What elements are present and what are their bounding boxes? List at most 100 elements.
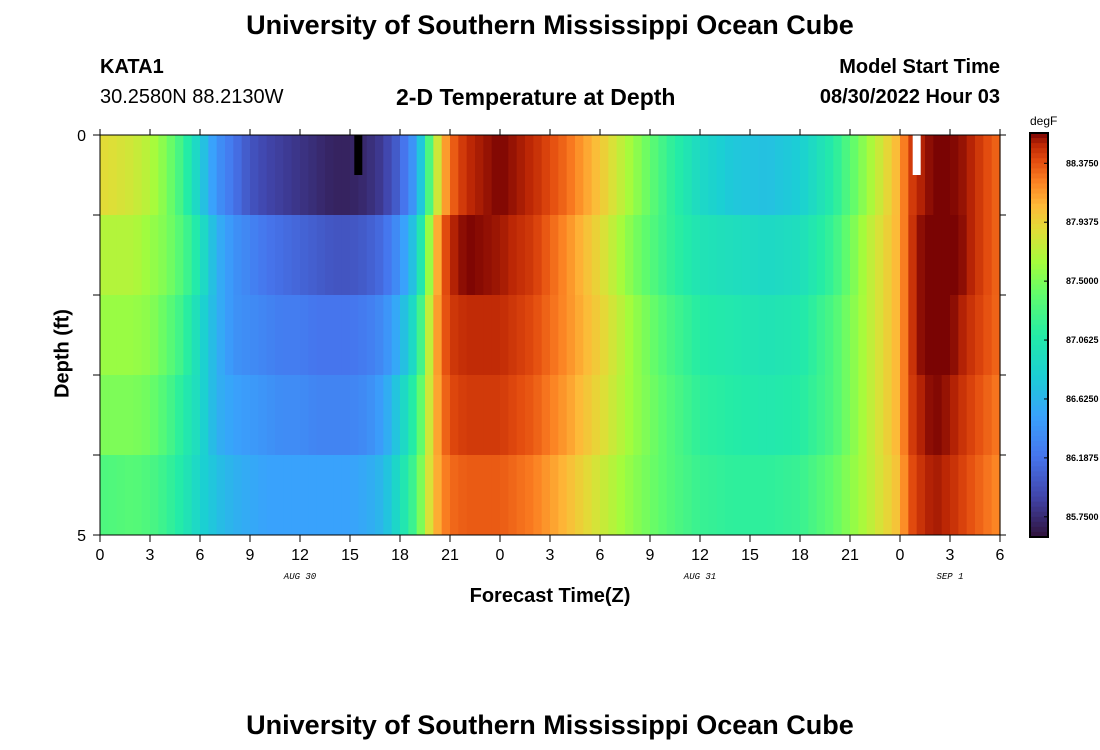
heatmap-cell bbox=[516, 295, 526, 376]
heatmap-cell bbox=[583, 375, 593, 456]
heatmap-cell bbox=[658, 295, 668, 376]
colorbar-segment bbox=[1030, 254, 1048, 260]
heatmap-cell bbox=[975, 295, 984, 376]
colorbar-tick-label: 88.3750 bbox=[1066, 158, 1099, 168]
heatmap-cell bbox=[258, 295, 268, 376]
heatmap-cell bbox=[241, 455, 251, 536]
heatmap-cell bbox=[116, 455, 126, 536]
heatmap-cell bbox=[408, 135, 418, 216]
heatmap-cell bbox=[600, 135, 609, 216]
heatmap-cell bbox=[250, 215, 259, 296]
colorbar-segment bbox=[1030, 436, 1048, 442]
heatmap-cell bbox=[108, 455, 118, 536]
heatmap-cell bbox=[366, 215, 376, 296]
heatmap-cell bbox=[541, 215, 551, 296]
heatmap-cell bbox=[191, 295, 201, 376]
heatmap-cell bbox=[441, 295, 451, 376]
heatmap-cell bbox=[333, 375, 343, 456]
heatmap-cell bbox=[575, 135, 584, 216]
heatmap-cell bbox=[358, 375, 368, 456]
heatmap-cell bbox=[808, 455, 818, 536]
colorbar-tick-label: 86.6250 bbox=[1066, 394, 1099, 404]
heatmap-cell bbox=[908, 375, 918, 456]
heatmap-cell bbox=[650, 295, 659, 376]
colorbar-segment bbox=[1030, 451, 1048, 457]
heatmap-cell bbox=[716, 135, 726, 216]
heatmap-cell bbox=[766, 455, 776, 536]
x-tick-label: 21 bbox=[441, 547, 459, 564]
heatmap-cell bbox=[675, 455, 684, 536]
heatmap-cell bbox=[325, 455, 334, 536]
heatmap-cell bbox=[533, 375, 543, 456]
heatmap-cell bbox=[608, 215, 618, 296]
heatmap-cell bbox=[758, 215, 768, 296]
heatmap-cell bbox=[416, 375, 426, 456]
heatmap-cell bbox=[558, 455, 568, 536]
heatmap-cell bbox=[825, 295, 834, 376]
colorbar-segment bbox=[1030, 269, 1048, 275]
heatmap-cell bbox=[208, 375, 218, 456]
heatmap-cell bbox=[858, 215, 868, 296]
heatmap-cell bbox=[241, 215, 251, 296]
colorbar-segment bbox=[1030, 486, 1048, 493]
heatmap-cell bbox=[391, 135, 401, 216]
heatmap-cell bbox=[108, 375, 118, 456]
heatmap-cell bbox=[316, 455, 326, 536]
heatmap-cell bbox=[891, 135, 901, 216]
heatmap-cell bbox=[941, 295, 951, 376]
x-tick-label: 6 bbox=[196, 547, 205, 564]
heatmap-cell bbox=[500, 135, 509, 216]
heatmap-cell bbox=[625, 375, 634, 456]
heatmap-cell bbox=[491, 215, 501, 296]
colorbar-segment bbox=[1030, 158, 1048, 164]
heatmap-cell bbox=[675, 215, 684, 296]
heatmap-cell bbox=[700, 375, 709, 456]
colorbar-segment bbox=[1030, 299, 1048, 306]
x-tick-label: 3 bbox=[146, 547, 155, 564]
heatmap-cell bbox=[875, 375, 884, 456]
heatmap-cell bbox=[158, 295, 168, 376]
heatmap-cell bbox=[500, 215, 509, 296]
colorbar-segment bbox=[1030, 375, 1048, 381]
heatmap-cell bbox=[808, 215, 818, 296]
heatmap-cell bbox=[600, 215, 609, 296]
heatmap-cell bbox=[200, 455, 209, 536]
heatmap-cell bbox=[641, 375, 651, 456]
heatmap-cell bbox=[416, 455, 426, 536]
heatmap-cell bbox=[200, 375, 209, 456]
heatmap-cell bbox=[766, 135, 776, 216]
heatmap-cell bbox=[433, 135, 443, 216]
heatmap-cell bbox=[275, 295, 284, 376]
colorbar-segment bbox=[1030, 329, 1048, 336]
heatmap-cell bbox=[925, 455, 934, 536]
heatmap-cell bbox=[775, 135, 784, 216]
heatmap-cell bbox=[841, 455, 851, 536]
heatmap-cell bbox=[408, 375, 418, 456]
heatmap-cell bbox=[441, 375, 451, 456]
colorbar-segment bbox=[1030, 395, 1048, 402]
heatmap-cell bbox=[300, 455, 309, 536]
heatmap-cell bbox=[841, 295, 851, 376]
heatmap-cell bbox=[100, 455, 109, 536]
heatmap-cell bbox=[791, 295, 801, 376]
heatmap-cell bbox=[433, 295, 443, 376]
heatmap-cell bbox=[891, 455, 901, 536]
heatmap-cell bbox=[766, 295, 776, 376]
heatmap-cell bbox=[691, 375, 701, 456]
heatmap-cell bbox=[616, 135, 626, 216]
heatmap-cell bbox=[150, 215, 159, 296]
colorbar-segment bbox=[1030, 531, 1048, 538]
colorbar-segment bbox=[1030, 340, 1048, 346]
heatmap-cell bbox=[941, 455, 951, 536]
heatmap-cell bbox=[866, 215, 876, 296]
heatmap-cell bbox=[191, 215, 201, 296]
heatmap-cell bbox=[183, 135, 193, 216]
heatmap-cell bbox=[408, 295, 418, 376]
heatmap-cell bbox=[725, 455, 734, 536]
heatmap-cell bbox=[641, 215, 651, 296]
heatmap-cell bbox=[491, 455, 501, 536]
x-tick-label: 6 bbox=[596, 547, 605, 564]
axes: 0 3 6 9 12 15 18 21 0 3 6 9 12 15 18 21 0 3 6 AUG 30 AUG 31 S… bbox=[77, 128, 1006, 582]
heatmap-cell bbox=[650, 375, 659, 456]
heatmap-cell bbox=[433, 215, 443, 296]
